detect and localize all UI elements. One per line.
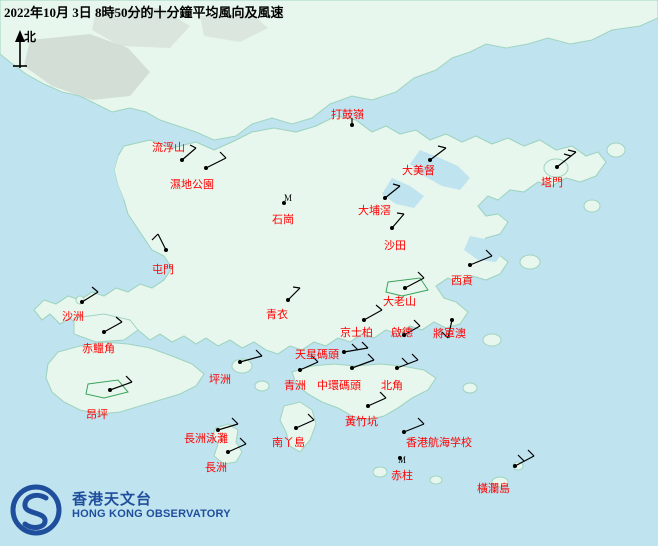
station-label: 青洲 <box>284 380 306 392</box>
station-dot <box>350 123 354 127</box>
station-label: 北角 <box>381 380 403 392</box>
station-label: 昂坪 <box>86 409 108 421</box>
station-label: 天星碼頭 <box>295 349 339 361</box>
logo-english: HONG KONG OBSERVATORY <box>72 508 231 520</box>
station-dot <box>238 360 242 364</box>
hko-logo-icon <box>10 484 62 536</box>
station-label: 大埔滘 <box>358 205 391 217</box>
station-dot <box>450 318 454 322</box>
station-label: 大老山 <box>383 296 416 308</box>
station-label: 石崗 <box>272 214 294 226</box>
station-label: 長洲泳灘 <box>184 433 228 445</box>
station-label: 長洲 <box>205 462 227 474</box>
station-dot <box>164 248 168 252</box>
station-label: 南丫島 <box>272 437 305 449</box>
station-dot <box>294 426 298 430</box>
station-dot <box>286 298 290 302</box>
station-label: 黃竹坑 <box>345 416 378 428</box>
station-dot <box>282 201 286 205</box>
station-dot <box>390 226 394 230</box>
station-label: 京士柏 <box>340 327 373 339</box>
north-label: 北 <box>24 30 37 44</box>
station-label: 塔門 <box>541 177 563 189</box>
station-label: 流浮山 <box>152 142 185 154</box>
station-label: 濕地公園 <box>170 179 214 191</box>
station-dot <box>383 196 387 200</box>
station-dot <box>298 368 302 372</box>
station-dot <box>342 350 346 354</box>
north-arrow-icon <box>13 30 27 68</box>
station-dot <box>402 333 406 337</box>
hko-logo: 香港天文台 HONG KONG OBSERVATORY <box>10 484 250 536</box>
station-dot <box>216 428 220 432</box>
station-label: 大美督 <box>402 165 435 177</box>
station-dot <box>403 286 407 290</box>
station-label: 西貢 <box>451 275 473 287</box>
page-title: 2022年10月 3日 8時50分的十分鐘平均風向及風速 <box>4 5 284 20</box>
station-dot <box>204 166 208 170</box>
station-label: 橫瀾島 <box>477 483 510 495</box>
station-dot <box>428 158 432 162</box>
station-dot <box>555 165 559 169</box>
station-dot <box>350 366 354 370</box>
station-dot <box>108 388 112 392</box>
station-dot <box>80 300 84 304</box>
station-label: 赤柱 <box>391 470 413 482</box>
station-label: 沙田 <box>384 240 406 252</box>
north-arrow: 北 <box>8 28 42 70</box>
station-dot <box>102 330 106 334</box>
station-dot <box>366 404 370 408</box>
station-dot <box>468 263 472 267</box>
station-label: 將軍澳 <box>433 328 466 340</box>
station-label: 中環碼頭 <box>317 380 361 392</box>
station-dot <box>398 456 402 460</box>
logo-chinese: 香港天文台 <box>72 490 153 508</box>
station-dot <box>402 430 406 434</box>
station-dot <box>513 464 517 468</box>
station-dot <box>180 158 184 162</box>
m-marker-icon: M <box>284 193 293 203</box>
station-label: 坪洲 <box>209 374 231 386</box>
station-label: 屯門 <box>152 264 174 276</box>
station-label: 沙洲 <box>62 311 84 323</box>
station-dot <box>362 318 366 322</box>
station-dot <box>395 366 399 370</box>
station-label: 打鼓嶺 <box>331 109 364 121</box>
station-label: 青衣 <box>266 309 288 321</box>
station-dot <box>226 450 230 454</box>
m-marker-icon: M <box>398 455 407 465</box>
station-label: 香港航海学校 <box>406 437 472 449</box>
station-label: 赤鱲角 <box>82 343 115 355</box>
